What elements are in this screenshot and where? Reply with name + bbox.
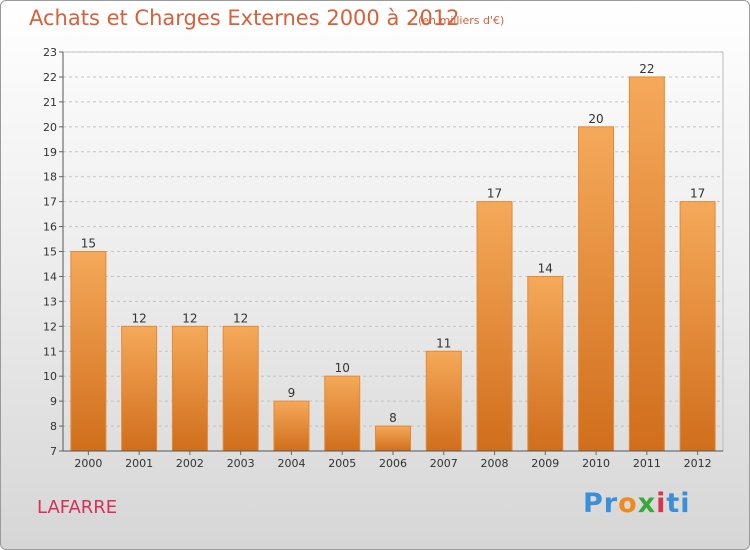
bar-value-label: 8 bbox=[389, 411, 397, 425]
bar-value-label: 22 bbox=[639, 62, 654, 76]
bar bbox=[527, 275, 564, 452]
bar bbox=[222, 325, 259, 452]
x-tick-label: 2011 bbox=[633, 457, 661, 470]
bar bbox=[324, 375, 361, 452]
logo-letter: t bbox=[666, 488, 681, 519]
bar-value-label: 12 bbox=[182, 311, 197, 325]
x-tick-label: 2007 bbox=[430, 457, 458, 470]
bar bbox=[425, 350, 462, 452]
x-tick-label: 2004 bbox=[277, 457, 305, 470]
x-tick-label: 2010 bbox=[582, 457, 610, 470]
logo-letter: i bbox=[680, 488, 691, 519]
bar-value-label: 9 bbox=[288, 386, 296, 400]
y-tick-label: 23 bbox=[43, 46, 57, 59]
y-tick-label: 8 bbox=[50, 420, 57, 433]
y-tick-label: 9 bbox=[50, 395, 57, 408]
y-tick-label: 21 bbox=[43, 96, 57, 109]
bar bbox=[375, 425, 411, 452]
y-tick-label: 22 bbox=[43, 71, 57, 84]
bar bbox=[628, 76, 665, 452]
logo-letter: P bbox=[583, 488, 604, 519]
bar bbox=[121, 325, 158, 452]
bar bbox=[476, 201, 513, 452]
y-tick-label: 19 bbox=[43, 146, 57, 159]
bar bbox=[70, 251, 107, 452]
x-tick-label: 2008 bbox=[481, 457, 509, 470]
x-tick-label: 2005 bbox=[328, 457, 356, 470]
logo-letter: o bbox=[618, 488, 638, 519]
y-tick-label: 16 bbox=[43, 221, 57, 234]
bar-value-label: 17 bbox=[487, 187, 502, 201]
logo-letter: x bbox=[637, 488, 657, 519]
x-tick-label: 2003 bbox=[227, 457, 255, 470]
x-tick-label: 2002 bbox=[176, 457, 204, 470]
bar bbox=[578, 126, 615, 452]
bar bbox=[679, 201, 716, 452]
bar-value-label: 20 bbox=[588, 112, 603, 126]
chart-title: Achats et Charges Externes 2000 à 2012 bbox=[29, 6, 460, 30]
x-tick-label: 2012 bbox=[684, 457, 712, 470]
commune-name: LAFARRE bbox=[37, 497, 118, 518]
bar bbox=[171, 325, 208, 452]
unit-note: (en milliers d'€) bbox=[418, 14, 505, 27]
x-tick-label: 2009 bbox=[531, 457, 559, 470]
x-tick-label: 2000 bbox=[74, 457, 102, 470]
y-tick-label: 11 bbox=[43, 345, 57, 358]
y-tick-label: 15 bbox=[43, 246, 57, 259]
bar-value-label: 12 bbox=[233, 311, 248, 325]
bar-value-label: 10 bbox=[335, 361, 350, 375]
y-tick-label: 14 bbox=[43, 270, 57, 283]
bar-value-label: 11 bbox=[436, 336, 451, 350]
logo-letter: i bbox=[656, 488, 667, 519]
proxiti-logo: Proxiti bbox=[583, 488, 691, 519]
y-tick-label: 12 bbox=[43, 320, 57, 333]
y-tick-label: 20 bbox=[43, 121, 57, 134]
y-tick-label: 17 bbox=[43, 196, 57, 209]
bar-value-label: 15 bbox=[81, 237, 96, 251]
x-tick-label: 2006 bbox=[379, 457, 407, 470]
y-tick-label: 10 bbox=[43, 370, 57, 383]
bar-value-label: 17 bbox=[690, 187, 705, 201]
bar-value-label: 12 bbox=[132, 311, 147, 325]
y-tick-label: 7 bbox=[50, 445, 57, 458]
bar-value-label: 14 bbox=[538, 261, 553, 275]
x-tick-label: 2001 bbox=[125, 457, 153, 470]
y-tick-label: 18 bbox=[43, 171, 57, 184]
bar bbox=[273, 400, 310, 452]
y-tick-label: 13 bbox=[43, 295, 57, 308]
logo-letter: r bbox=[603, 488, 619, 519]
